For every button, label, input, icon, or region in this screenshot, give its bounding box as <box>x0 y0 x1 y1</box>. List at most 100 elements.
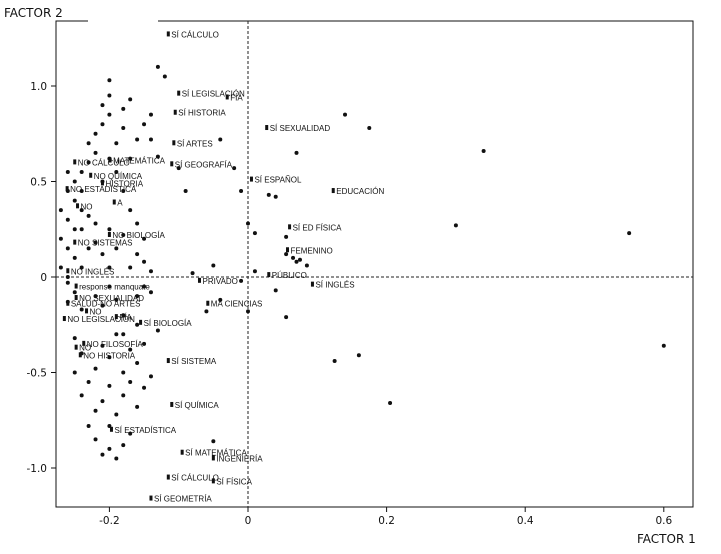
x-tick-label: 0.2 <box>378 515 395 527</box>
data-point <box>142 236 147 241</box>
labeled-point-marker <box>206 300 210 306</box>
labeled-point-marker <box>166 31 170 37</box>
data-point <box>176 166 181 171</box>
data-point <box>121 393 126 398</box>
data-point <box>100 103 105 108</box>
data-point <box>100 399 105 404</box>
data-point <box>79 208 84 213</box>
labeled-point-marker <box>109 426 113 432</box>
data-point <box>114 412 119 417</box>
data-point <box>142 385 147 390</box>
data-point <box>100 303 105 308</box>
data-point <box>121 443 126 448</box>
data-point <box>72 290 77 295</box>
data-point <box>128 380 133 385</box>
point-label: SÍ GEOMETRÍA <box>154 495 212 504</box>
point-label: NO ESTADÍSTICA <box>70 185 137 194</box>
point-label: SÍ CÁLCULO <box>171 30 219 39</box>
data-point <box>204 309 209 314</box>
data-points <box>58 64 666 461</box>
point-label: A <box>117 199 123 208</box>
point-label: HISTORIA <box>105 179 143 188</box>
point-label: SÍ CÁLCULO <box>171 474 219 483</box>
point-label: SALUD-NO ARTES <box>71 300 141 309</box>
data-point <box>367 126 372 131</box>
data-point <box>148 374 153 379</box>
data-point <box>273 288 278 293</box>
point-label: SÍ MATEMÁTICA <box>185 449 247 458</box>
data-point <box>211 263 216 268</box>
labeled-point-marker <box>197 277 201 283</box>
labeled-point-marker <box>166 358 170 364</box>
data-point <box>86 213 91 218</box>
point-label: SÍ LEGISLACIÓN <box>182 90 245 99</box>
data-point <box>79 227 84 232</box>
data-point <box>107 227 112 232</box>
data-point <box>72 179 77 184</box>
labeled-point-marker <box>267 272 271 278</box>
data-point <box>661 343 666 348</box>
data-point <box>93 150 98 155</box>
labeled-point-marker <box>211 478 215 484</box>
labeled-point-marker <box>166 474 170 480</box>
data-point <box>332 359 337 364</box>
data-point <box>627 231 632 236</box>
point-label: NO <box>81 202 93 211</box>
data-point <box>93 221 98 226</box>
labeled-point-marker <box>331 188 335 194</box>
data-point <box>79 393 84 398</box>
data-point <box>72 227 77 232</box>
data-point <box>114 332 119 337</box>
data-point <box>107 78 112 83</box>
data-point <box>72 255 77 260</box>
labeled-point-marker <box>108 157 112 163</box>
labeled-point-marker <box>310 281 314 287</box>
data-point <box>93 294 98 299</box>
data-point <box>58 208 63 213</box>
y-tick-label: 1.0 <box>30 81 47 93</box>
labeled-point-marker <box>288 224 292 230</box>
data-point <box>135 360 140 365</box>
data-point <box>79 265 84 270</box>
data-point <box>107 112 112 117</box>
data-point <box>114 456 119 461</box>
point-label: SÍ SISTEMA <box>171 357 217 366</box>
data-point <box>294 150 299 155</box>
data-point <box>114 141 119 146</box>
data-point <box>58 265 63 270</box>
data-point <box>121 313 126 318</box>
labeled-point-marker <box>114 314 118 320</box>
point-label: SÍ BIOLOGÍA <box>144 319 193 328</box>
point-label: NO FILOSOFÍA <box>87 340 144 349</box>
point-label: SÍ ESPAÑOL <box>254 176 302 185</box>
data-point <box>107 383 112 388</box>
labeled-point-marker <box>74 295 78 301</box>
data-point <box>135 137 140 142</box>
data-point <box>135 221 140 226</box>
data-point <box>114 246 119 251</box>
data-point <box>65 280 70 285</box>
data-point <box>86 246 91 251</box>
point-label: FÍA <box>119 313 132 322</box>
data-point <box>148 290 153 295</box>
data-point <box>72 370 77 375</box>
labeled-point-marker <box>170 161 174 167</box>
data-point <box>107 93 112 98</box>
data-point <box>142 284 147 289</box>
data-point <box>294 259 299 264</box>
data-point <box>93 437 98 442</box>
data-point <box>142 341 147 346</box>
data-point <box>121 370 126 375</box>
y-tick-label: -1.0 <box>27 463 48 475</box>
labeled-point-marker <box>100 180 104 186</box>
data-point <box>252 269 257 274</box>
data-point <box>356 353 361 358</box>
labeled-point-marker <box>65 186 69 192</box>
labeled-point-marker <box>76 203 80 209</box>
data-point <box>148 269 153 274</box>
data-point <box>232 166 237 171</box>
data-point <box>135 252 140 257</box>
point-label: NO QUÍMICA <box>94 172 143 181</box>
